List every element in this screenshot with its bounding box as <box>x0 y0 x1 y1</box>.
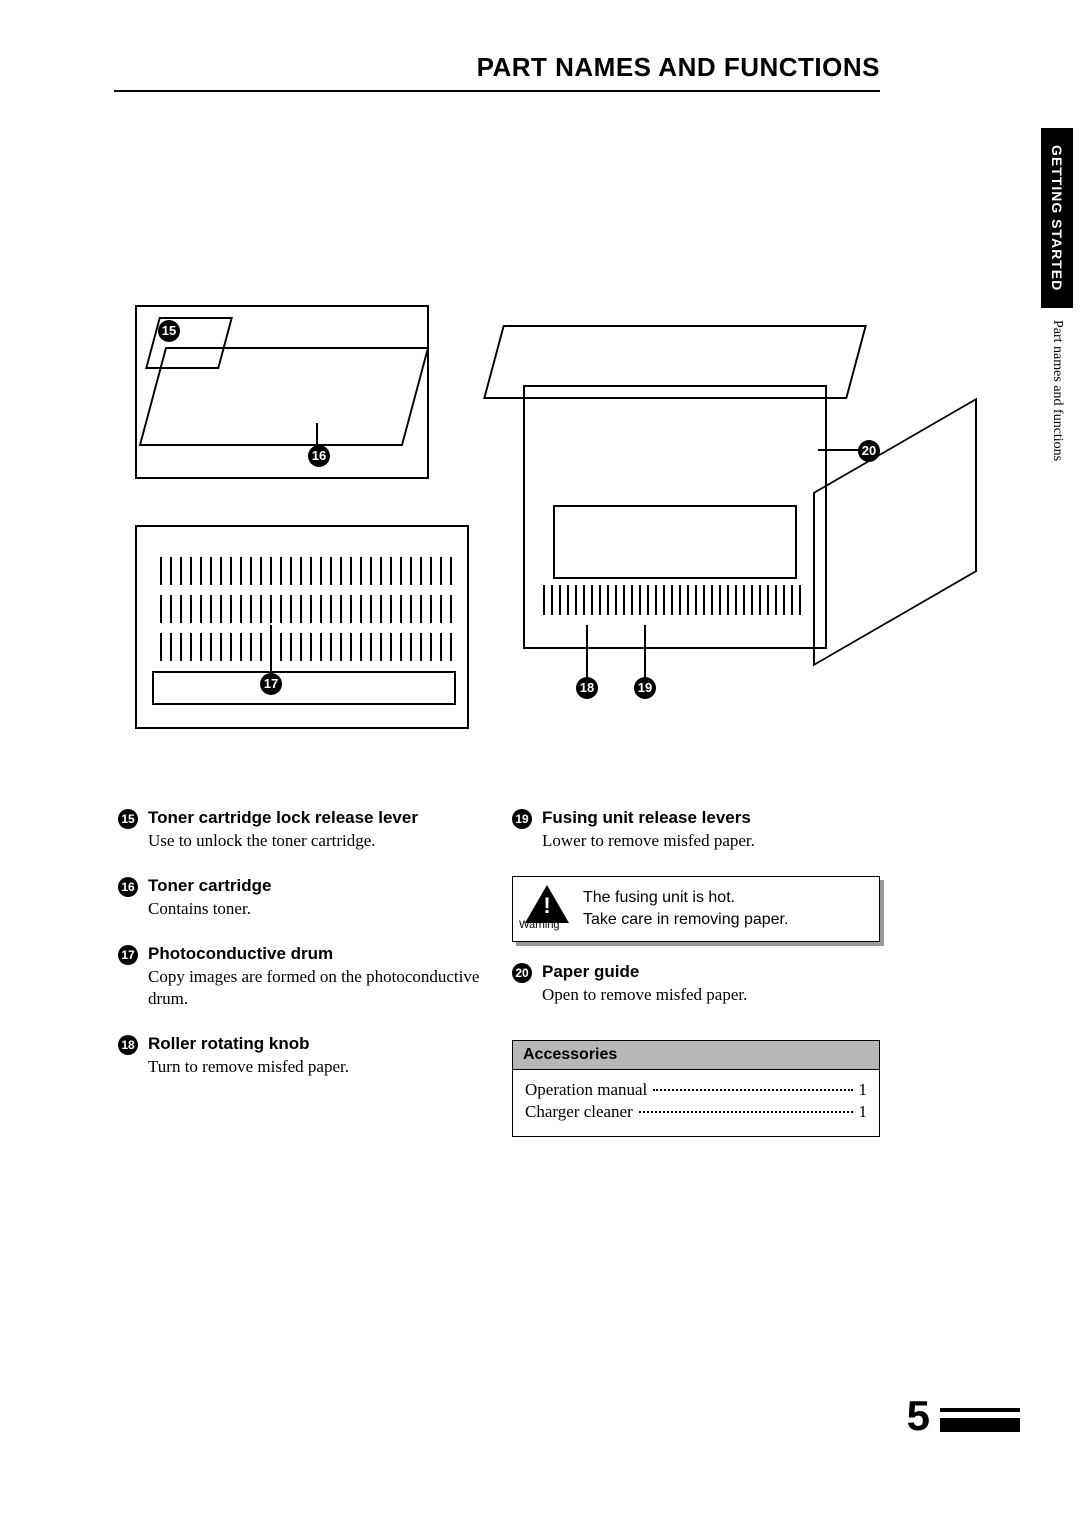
title-rule <box>114 90 880 92</box>
parts-illustration: 15 16 17 18 19 20 <box>118 325 888 765</box>
callout-17: 17 <box>260 673 282 695</box>
inset-drum-area <box>135 525 469 729</box>
entry-desc: Open to remove misfed paper. <box>542 984 880 1006</box>
entry-17: 17 Photoconductive drum Copy images are … <box>118 944 486 1010</box>
entry-heading: Paper guide <box>542 962 880 982</box>
leader-dots <box>639 1111 853 1113</box>
entry-desc: Copy images are formed on the photocondu… <box>148 966 486 1010</box>
warning-label: Warning <box>519 919 560 931</box>
entry-19: 19 Fusing unit release levers Lower to r… <box>512 808 880 852</box>
accessory-qty: 1 <box>859 1102 868 1122</box>
entry-desc: Use to unlock the toner cartridge. <box>148 830 486 852</box>
entry-desc: Turn to remove misfed paper. <box>148 1056 486 1078</box>
entry-num: 19 <box>512 809 532 829</box>
accessories-table: Accessories Operation manual 1 Charger c… <box>512 1040 880 1137</box>
entry-15: 15 Toner cartridge lock release lever Us… <box>118 808 486 852</box>
left-column: 15 Toner cartridge lock release lever Us… <box>118 808 486 1137</box>
callout-18: 18 <box>576 677 598 699</box>
accessories-heading: Accessories <box>513 1041 879 1070</box>
page-number: 5 <box>907 1392 930 1440</box>
copier-lineart <box>483 305 853 705</box>
warning-text-2: Take care in removing paper. <box>583 909 867 931</box>
entry-num: 17 <box>118 945 138 965</box>
entry-num: 15 <box>118 809 138 829</box>
entry-heading: Toner cartridge <box>148 876 486 896</box>
callout-19: 19 <box>634 677 656 699</box>
callout-20: 20 <box>858 440 880 462</box>
entry-heading: Roller rotating knob <box>148 1034 486 1054</box>
accessory-label: Operation manual <box>525 1080 647 1100</box>
right-column: 19 Fusing unit release levers Lower to r… <box>512 808 880 1137</box>
accessory-row: Charger cleaner 1 <box>525 1102 867 1122</box>
entry-18: 18 Roller rotating knob Turn to remove m… <box>118 1034 486 1078</box>
manual-page: PART NAMES AND FUNCTIONS GETTING STARTED… <box>0 0 1080 1528</box>
warning-text-1: The fusing unit is hot. <box>583 887 867 909</box>
page-bar-thin <box>940 1408 1020 1412</box>
callout-16: 16 <box>308 445 330 467</box>
accessory-row: Operation manual 1 <box>525 1080 867 1100</box>
accessory-label: Charger cleaner <box>525 1102 633 1122</box>
leader-dots <box>653 1089 852 1091</box>
section-tab: GETTING STARTED <box>1041 128 1073 308</box>
entry-20: 20 Paper guide Open to remove misfed pap… <box>512 962 880 1006</box>
entry-heading: Toner cartridge lock release lever <box>148 808 486 828</box>
page-bar-thick <box>940 1418 1020 1432</box>
description-columns: 15 Toner cartridge lock release lever Us… <box>118 808 880 1137</box>
entry-num: 20 <box>512 963 532 983</box>
entry-num: 16 <box>118 877 138 897</box>
entry-num: 18 <box>118 1035 138 1055</box>
section-subtitle: Part names and functions <box>1045 320 1065 520</box>
warning-box: ! Warning The fusing unit is hot. Take c… <box>512 876 880 942</box>
entry-heading: Photoconductive drum <box>148 944 486 964</box>
entry-heading: Fusing unit release levers <box>542 808 880 828</box>
entry-16: 16 Toner cartridge Contains toner. <box>118 876 486 920</box>
callout-15: 15 <box>158 320 180 342</box>
accessory-qty: 1 <box>859 1080 868 1100</box>
page-title: PART NAMES AND FUNCTIONS <box>120 52 880 83</box>
entry-desc: Lower to remove misfed paper. <box>542 830 880 852</box>
entry-desc: Contains toner. <box>148 898 486 920</box>
